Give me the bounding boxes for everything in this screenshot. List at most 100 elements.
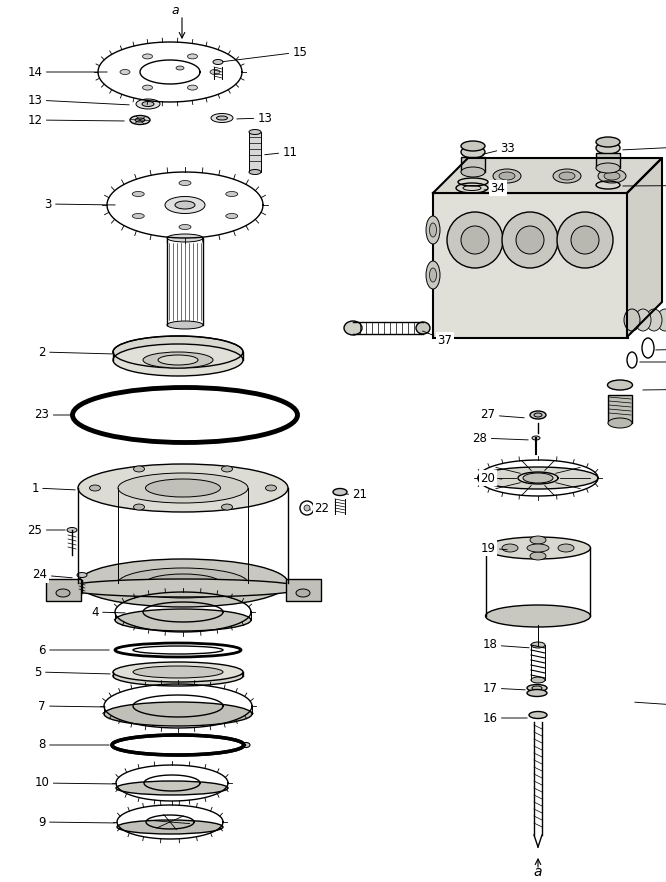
Text: 25: 25 — [27, 524, 65, 536]
Circle shape — [447, 212, 503, 268]
Ellipse shape — [426, 261, 440, 289]
Bar — [249, 132, 261, 172]
Polygon shape — [433, 158, 662, 193]
Ellipse shape — [249, 169, 261, 175]
Ellipse shape — [167, 321, 203, 329]
Circle shape — [461, 226, 489, 254]
Ellipse shape — [333, 489, 347, 496]
Polygon shape — [627, 158, 662, 337]
Text: a: a — [171, 4, 178, 17]
Bar — [433, 193, 628, 338]
Ellipse shape — [226, 213, 238, 219]
Text: 16: 16 — [482, 712, 527, 724]
Text: 13: 13 — [27, 93, 129, 107]
Ellipse shape — [486, 605, 591, 627]
Bar — [461, 157, 485, 172]
Circle shape — [571, 226, 599, 254]
Text: 29: 29 — [0, 881, 1, 882]
Text: a: a — [533, 865, 542, 879]
Ellipse shape — [657, 309, 666, 331]
Ellipse shape — [175, 201, 195, 209]
Text: 1: 1 — [31, 482, 75, 495]
Ellipse shape — [222, 466, 232, 472]
Ellipse shape — [113, 666, 243, 686]
Ellipse shape — [558, 544, 574, 552]
Ellipse shape — [143, 85, 153, 90]
Text: 19: 19 — [480, 542, 507, 555]
Ellipse shape — [63, 579, 303, 597]
Ellipse shape — [296, 589, 310, 597]
Text: 5: 5 — [35, 666, 111, 678]
Text: 22: 22 — [310, 502, 330, 514]
Text: 20: 20 — [481, 472, 502, 484]
Ellipse shape — [461, 141, 485, 151]
Ellipse shape — [118, 568, 248, 598]
Ellipse shape — [120, 70, 130, 74]
Ellipse shape — [461, 167, 485, 177]
Ellipse shape — [531, 642, 545, 648]
Ellipse shape — [527, 544, 549, 552]
Bar — [286, 579, 321, 601]
Ellipse shape — [532, 686, 542, 690]
Ellipse shape — [133, 666, 223, 678]
Ellipse shape — [77, 572, 87, 578]
Ellipse shape — [78, 464, 288, 512]
Text: 36: 36 — [623, 178, 666, 191]
Text: 8: 8 — [39, 738, 109, 751]
Ellipse shape — [188, 54, 198, 59]
Ellipse shape — [607, 380, 633, 390]
Text: 7: 7 — [38, 699, 105, 713]
Ellipse shape — [179, 225, 191, 229]
Ellipse shape — [266, 485, 276, 491]
Ellipse shape — [344, 321, 362, 335]
Ellipse shape — [176, 66, 184, 70]
Ellipse shape — [210, 70, 220, 74]
Ellipse shape — [133, 504, 145, 510]
Text: 27: 27 — [480, 408, 524, 422]
Ellipse shape — [646, 309, 662, 331]
Circle shape — [502, 212, 558, 268]
Ellipse shape — [115, 609, 251, 631]
Ellipse shape — [532, 436, 540, 440]
Text: 13: 13 — [237, 111, 272, 124]
Text: 21: 21 — [346, 489, 368, 502]
Ellipse shape — [143, 352, 213, 368]
Ellipse shape — [130, 116, 150, 124]
Text: 2: 2 — [38, 346, 113, 358]
Ellipse shape — [145, 574, 220, 592]
Ellipse shape — [135, 118, 145, 122]
Text: 9: 9 — [38, 816, 115, 828]
Ellipse shape — [530, 552, 546, 560]
Circle shape — [516, 226, 544, 254]
Ellipse shape — [529, 712, 547, 719]
Text: 28: 28 — [473, 431, 528, 445]
Text: 11: 11 — [265, 146, 298, 159]
Text: 35: 35 — [623, 136, 666, 150]
Ellipse shape — [608, 418, 632, 428]
Ellipse shape — [426, 216, 440, 244]
Ellipse shape — [527, 690, 547, 697]
Text: 14: 14 — [27, 65, 107, 78]
Ellipse shape — [117, 820, 223, 834]
Text: 24: 24 — [33, 569, 72, 581]
Ellipse shape — [179, 181, 191, 185]
Text: 17: 17 — [482, 682, 525, 694]
Text: 3: 3 — [45, 198, 115, 211]
Ellipse shape — [604, 172, 620, 180]
Ellipse shape — [416, 322, 430, 334]
Ellipse shape — [118, 473, 248, 503]
Ellipse shape — [430, 268, 436, 282]
Ellipse shape — [89, 485, 101, 491]
Ellipse shape — [158, 355, 198, 365]
Ellipse shape — [56, 589, 70, 597]
Ellipse shape — [165, 197, 205, 213]
Ellipse shape — [113, 344, 243, 376]
Ellipse shape — [458, 178, 488, 186]
Text: 10: 10 — [35, 776, 115, 789]
Ellipse shape — [530, 411, 546, 419]
Text: 18: 18 — [483, 639, 529, 652]
Ellipse shape — [534, 413, 542, 417]
Ellipse shape — [596, 137, 620, 147]
Ellipse shape — [78, 559, 288, 607]
Ellipse shape — [142, 101, 154, 107]
